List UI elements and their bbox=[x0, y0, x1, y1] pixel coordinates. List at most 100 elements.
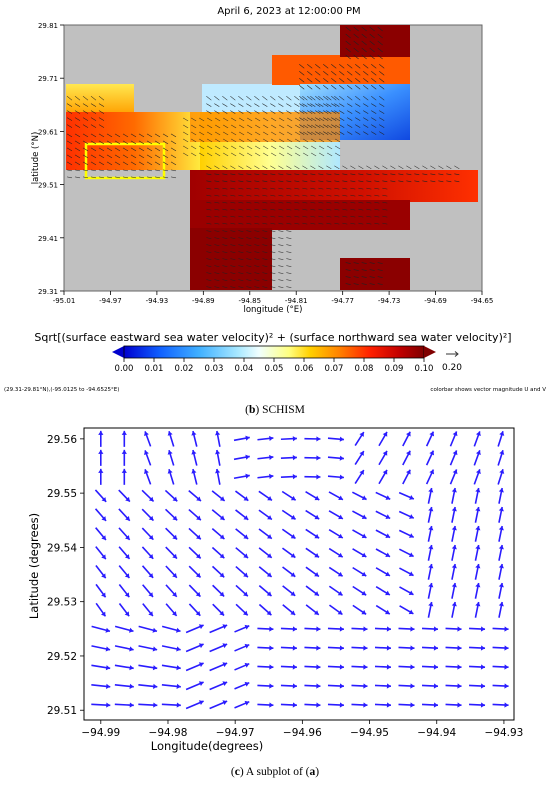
quiver-arrow bbox=[427, 582, 434, 599]
vector-mark bbox=[98, 124, 105, 128]
vector-mark bbox=[331, 85, 337, 90]
quiver-arrow bbox=[211, 546, 225, 559]
quiver-arrow bbox=[91, 683, 111, 689]
vector-mark bbox=[222, 173, 228, 176]
vector-mark bbox=[294, 194, 300, 197]
region-northeast bbox=[272, 55, 410, 85]
vector-mark bbox=[222, 95, 228, 101]
vector-mark bbox=[182, 124, 189, 129]
vector-mark bbox=[294, 215, 300, 218]
vector-mark bbox=[262, 237, 268, 239]
vector-mark bbox=[66, 154, 73, 159]
quiver-arrow bbox=[327, 702, 344, 708]
vector-mark bbox=[206, 95, 212, 101]
vector-mark bbox=[326, 180, 332, 183]
vector-mark bbox=[170, 154, 177, 159]
vector-mark bbox=[363, 78, 369, 83]
vector-mark bbox=[222, 251, 228, 253]
quiver-arrow bbox=[215, 468, 221, 485]
quiver-arrow bbox=[328, 491, 344, 501]
quiver-arrow bbox=[378, 450, 388, 466]
vector-mark bbox=[114, 147, 121, 152]
vector-mark bbox=[206, 152, 213, 157]
quiver-arrow bbox=[98, 468, 104, 485]
vector-mark bbox=[66, 176, 73, 179]
top-y-tick-label: 29.41 bbox=[38, 235, 58, 243]
vector-mark bbox=[262, 272, 268, 274]
vector-mark bbox=[286, 251, 292, 253]
vector-mark bbox=[315, 124, 321, 128]
quiver-arrow bbox=[304, 702, 321, 708]
vector-mark bbox=[246, 208, 252, 211]
vector-mark bbox=[254, 194, 260, 197]
vector-mark bbox=[286, 215, 292, 218]
quiver-arrow bbox=[280, 474, 297, 480]
quiver-arrow bbox=[141, 565, 154, 579]
quiver-arrow bbox=[280, 626, 297, 632]
vector-mark bbox=[138, 140, 145, 145]
vector-mark bbox=[326, 165, 332, 170]
vector-mark bbox=[98, 95, 105, 101]
quiver-arrow bbox=[305, 491, 320, 501]
vector-mark bbox=[334, 110, 340, 114]
vector-mark bbox=[371, 110, 377, 114]
quiver-arrows bbox=[91, 430, 509, 710]
vector-mark bbox=[154, 169, 161, 172]
vector-mark bbox=[326, 201, 332, 204]
vector-mark bbox=[230, 244, 236, 246]
vector-mark bbox=[270, 215, 276, 218]
bottom-y-tick-label: 29.54 bbox=[47, 542, 77, 554]
vector-mark bbox=[90, 95, 97, 101]
vector-mark bbox=[238, 208, 244, 211]
quiver-arrow bbox=[451, 525, 457, 542]
vector-mark bbox=[90, 124, 97, 128]
vector-mark bbox=[230, 286, 236, 288]
quiver-arrow bbox=[328, 547, 344, 558]
quiver-arrow bbox=[421, 645, 439, 651]
vector-mark bbox=[254, 124, 261, 129]
quiver-arrow bbox=[402, 450, 411, 466]
vector-mark bbox=[238, 103, 244, 107]
vector-mark bbox=[122, 169, 129, 172]
vector-mark bbox=[262, 110, 268, 114]
vector-mark bbox=[294, 208, 300, 211]
colorbar-tick-label: 0.09 bbox=[385, 364, 404, 374]
vector-mark bbox=[334, 165, 340, 170]
quiver-arrow bbox=[142, 584, 154, 598]
vector-mark bbox=[246, 103, 252, 107]
vector-mark bbox=[366, 194, 372, 197]
vector-mark bbox=[230, 258, 236, 260]
quiver-arrow bbox=[398, 683, 415, 689]
colorbar-tick-label: 0.01 bbox=[145, 364, 164, 374]
vector-mark bbox=[347, 131, 353, 135]
vector-mark bbox=[369, 276, 375, 278]
vector-mark bbox=[379, 131, 385, 135]
vector-mark bbox=[331, 71, 337, 76]
vector-mark bbox=[334, 124, 341, 129]
vector-mark bbox=[377, 269, 383, 271]
vector-mark bbox=[278, 117, 285, 122]
vector-mark bbox=[374, 222, 380, 225]
vector-mark bbox=[222, 131, 229, 136]
vector-mark bbox=[90, 169, 97, 172]
vector-mark bbox=[369, 47, 375, 53]
vector-mark bbox=[146, 169, 153, 172]
quiver-arrow bbox=[161, 702, 181, 708]
vector-mark bbox=[214, 103, 220, 107]
quiver-arrow bbox=[398, 645, 415, 651]
vector-mark bbox=[374, 201, 380, 204]
quiver-arrow bbox=[492, 626, 509, 632]
quiver-arrow bbox=[473, 431, 481, 447]
quiver-arrow bbox=[498, 487, 504, 504]
quiver-arrow bbox=[280, 455, 297, 461]
vector-mark bbox=[270, 244, 276, 246]
vector-mark bbox=[262, 95, 268, 101]
bottom-x-tick-label: −94.99 bbox=[81, 727, 120, 739]
vector-mark bbox=[230, 95, 236, 101]
quiver-arrow bbox=[451, 487, 457, 504]
vector-mark bbox=[355, 95, 361, 101]
vector-mark bbox=[82, 117, 89, 121]
vector-mark bbox=[262, 180, 268, 183]
vector-mark bbox=[162, 161, 169, 166]
vector-mark bbox=[371, 131, 377, 135]
